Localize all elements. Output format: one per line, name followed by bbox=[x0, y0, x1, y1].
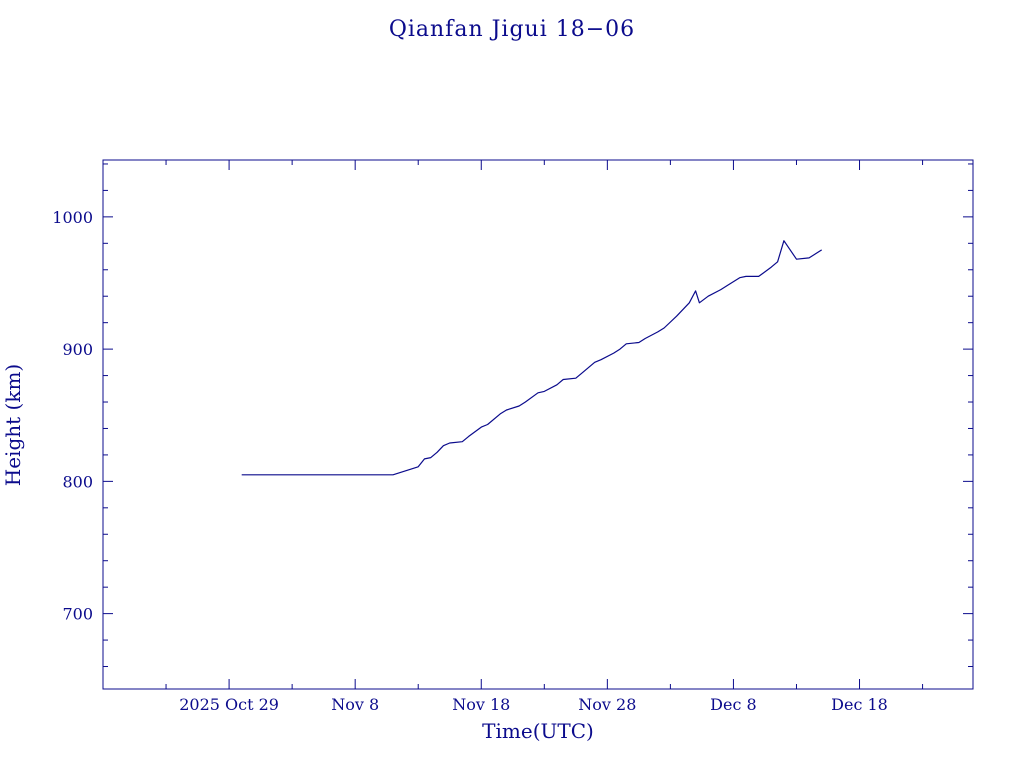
y-axis-label: Height (km) bbox=[1, 364, 25, 486]
x-tick-label: Dec 8 bbox=[710, 695, 757, 714]
tick-labels-layer: 2025 Oct 29 Nov 8 Nov 18 Nov 28 Dec 8 Dec 18 7… bbox=[52, 208, 888, 714]
series-layer bbox=[241, 240, 823, 476]
ticks-layer bbox=[103, 160, 973, 689]
y-tick-label: 900 bbox=[62, 340, 93, 359]
y-tick-label: 1000 bbox=[52, 208, 93, 227]
x-tick-label: Dec 18 bbox=[831, 695, 888, 714]
x-axis-label: Time(UTC) bbox=[482, 719, 594, 743]
y-tick-label: 800 bbox=[62, 472, 93, 491]
chart-title: Qianfan Jigui 18−06 bbox=[389, 17, 635, 42]
height-series-line bbox=[241, 240, 823, 476]
y-tick-label: 700 bbox=[62, 605, 93, 624]
x-tick-label: Nov 8 bbox=[331, 695, 379, 714]
x-tick-label: Nov 28 bbox=[578, 695, 636, 714]
x-tick-label: 2025 Oct 29 bbox=[179, 695, 279, 714]
plot-frame bbox=[102, 159, 974, 690]
x-tick-label: Nov 18 bbox=[452, 695, 510, 714]
